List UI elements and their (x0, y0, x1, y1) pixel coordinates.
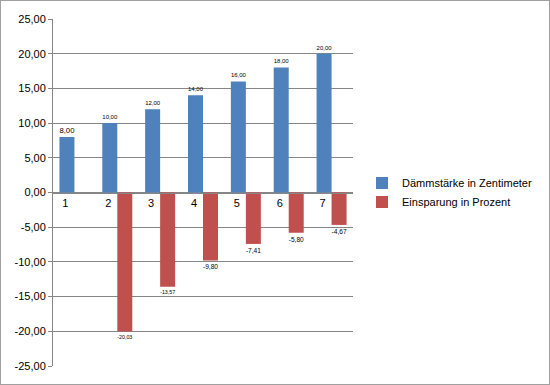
svg-text:10,00: 10,00 (102, 114, 118, 120)
svg-text:7: 7 (320, 197, 326, 209)
svg-text:Dämmstärke in Zentimeter: Dämmstärke in Zentimeter (402, 177, 532, 189)
svg-text:4: 4 (191, 197, 197, 209)
svg-text:-10,00: -10,00 (15, 256, 46, 268)
svg-text:16,00: 16,00 (231, 72, 247, 78)
svg-text:8,00: 8,00 (59, 126, 74, 135)
svg-text:-20,00: -20,00 (15, 325, 46, 337)
svg-text:Einsparung in Prozent: Einsparung in Prozent (402, 196, 510, 208)
svg-text:1: 1 (62, 197, 68, 209)
svg-text:-20,03: -20,03 (117, 334, 132, 340)
svg-text:-4,67: -4,67 (332, 228, 347, 235)
svg-text:25,00: 25,00 (18, 13, 46, 25)
svg-text:20,00: 20,00 (317, 45, 333, 51)
svg-text:-15,00: -15,00 (15, 290, 46, 302)
svg-text:-9,80: -9,80 (203, 263, 218, 270)
svg-text:3: 3 (148, 197, 154, 209)
svg-text:14,00: 14,00 (188, 86, 204, 92)
svg-text:0,00: 0,00 (24, 186, 45, 198)
svg-text:-13,57: -13,57 (160, 289, 175, 295)
svg-text:6: 6 (277, 197, 283, 209)
svg-text:2: 2 (105, 197, 111, 209)
svg-text:-25,00: -25,00 (15, 360, 46, 372)
svg-text:15,00: 15,00 (18, 82, 46, 94)
svg-text:5,00: 5,00 (24, 152, 45, 164)
svg-text:12,00: 12,00 (145, 100, 161, 106)
svg-text:10,00: 10,00 (18, 117, 46, 129)
svg-text:5: 5 (234, 197, 240, 209)
svg-text:-5,80: -5,80 (289, 236, 304, 243)
svg-text:-5,00: -5,00 (21, 221, 46, 233)
svg-text:-7,41: -7,41 (246, 247, 261, 254)
svg-text:20,00: 20,00 (18, 48, 46, 60)
svg-text:18,00: 18,00 (274, 58, 290, 64)
